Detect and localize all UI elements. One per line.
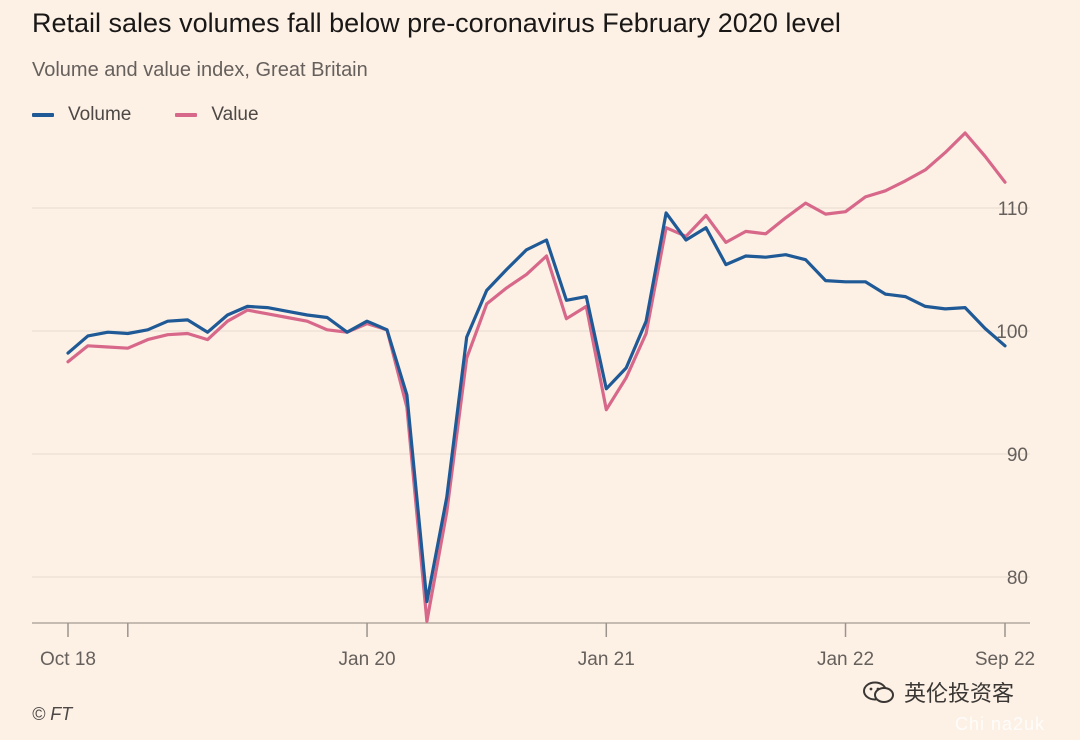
series-line-volume [66, 211, 1007, 604]
y-tick-label: 110 [998, 199, 1028, 220]
legend-item-volume: Volume [32, 104, 131, 126]
chart-subtitle: Volume and value index, Great Britain [32, 59, 368, 81]
watermark-text: 英伦投资客 [904, 681, 1015, 706]
legend-swatch-value [175, 113, 198, 117]
legend-label-volume: Volume [68, 104, 132, 125]
x-tick-label: Sep 22 [975, 649, 1035, 670]
chart-title: Retail sales volumes fall below pre-coro… [32, 8, 841, 38]
x-tick-label: Oct 18 [40, 649, 96, 670]
chart-legend: Volume Value [32, 104, 303, 126]
watermark-secondary: Chi na2uk [955, 714, 1046, 734]
legend-label-value: Value [211, 104, 259, 125]
series-line-value [66, 131, 1007, 623]
wechat-icon [863, 681, 894, 703]
y-tick-label: 90 [1007, 445, 1028, 466]
watermark: 英伦投资客 [862, 676, 1014, 708]
y-tick-label: 80 [1007, 568, 1028, 589]
x-tick-label: Jan 21 [578, 649, 635, 670]
x-tick-label: Jan 22 [817, 649, 874, 670]
y-tick-label: 100 [996, 322, 1028, 343]
legend-swatch-volume [32, 113, 54, 117]
legend-item-value: Value [175, 104, 259, 126]
source-credit: © FT [32, 704, 73, 724]
x-tick-label: Jan 20 [339, 649, 396, 670]
